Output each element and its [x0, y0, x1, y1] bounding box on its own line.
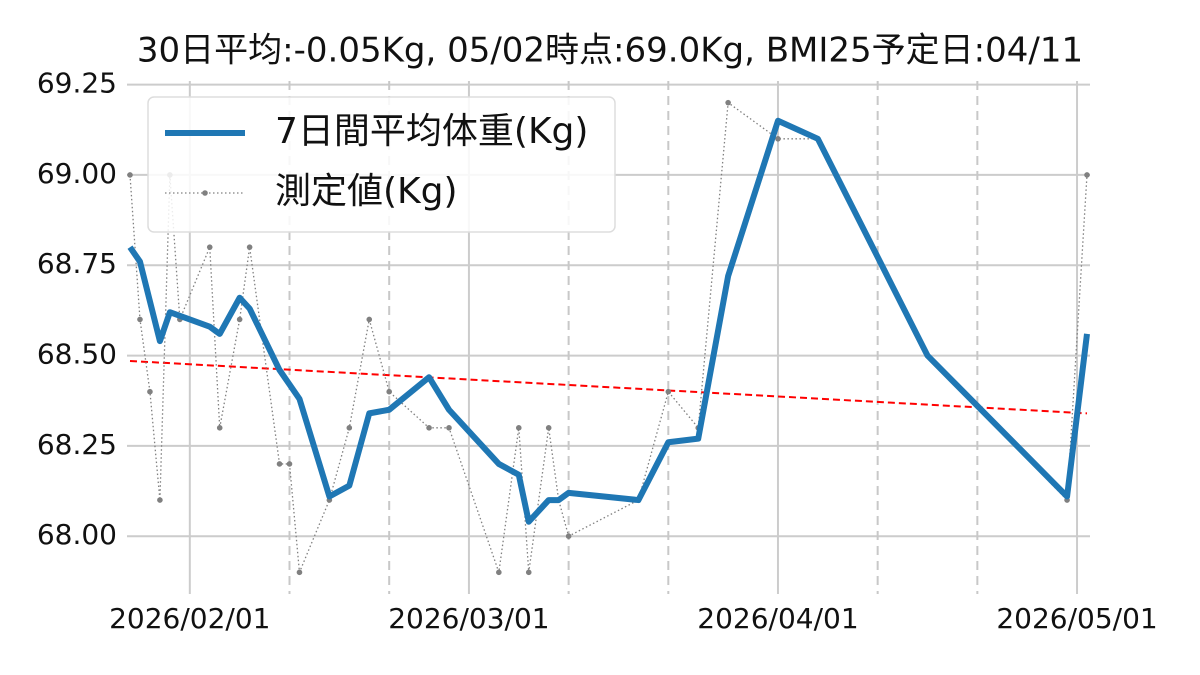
legend: 7日間平均体重(Kg) 測定値(Kg) — [147, 96, 616, 233]
measured-point — [525, 569, 532, 576]
x-tick-label: 2026/03/01 — [388, 602, 549, 635]
y-tick-label: 68.25 — [37, 428, 117, 461]
measured-point — [286, 461, 293, 467]
measured-point — [446, 425, 452, 431]
measured-point — [366, 316, 373, 323]
measured-point — [515, 425, 522, 431]
trend-line — [129, 359, 1088, 415]
y-tick-label: 69.25 — [37, 67, 117, 100]
y-tick-label: 69.00 — [37, 157, 117, 190]
measured-point — [665, 388, 672, 395]
measured-point — [236, 316, 243, 323]
measured-point — [246, 244, 253, 250]
legend-swatch-dot — [202, 190, 208, 196]
measured-point — [276, 461, 283, 467]
measured-point — [496, 569, 502, 576]
average-line — [127, 117, 1090, 525]
legend-box — [147, 96, 616, 233]
y-tick-label: 68.00 — [37, 518, 117, 551]
x-tick-label: 2026/05/01 — [996, 602, 1157, 635]
measured-point — [725, 99, 731, 106]
measured-point — [216, 425, 223, 431]
measured-point — [545, 425, 552, 431]
y-tick-label: 68.50 — [37, 338, 117, 371]
measured-point — [1084, 172, 1090, 178]
y-tick-label: 68.75 — [37, 247, 117, 280]
x-tick-label: 2026/02/01 — [109, 602, 270, 635]
chart-title: 30日平均:-0.05Kg, 05/02時点:69.0Kg, BMI25予定日:… — [137, 31, 1083, 71]
measured-point — [127, 172, 133, 178]
x-tick-label: 2026/04/01 — [697, 602, 858, 635]
measured-point — [157, 497, 163, 503]
measured-point — [565, 533, 572, 539]
legend-label: 測定値(Kg) — [275, 171, 458, 212]
measured-point — [386, 388, 392, 395]
measured-point — [426, 425, 432, 431]
measured-point — [296, 569, 303, 576]
measured-point — [206, 244, 213, 250]
legend-label: 7日間平均体重(Kg) — [275, 111, 588, 152]
measured-point — [137, 316, 143, 323]
measured-point — [346, 425, 353, 431]
measured-point — [147, 388, 153, 395]
measured-point — [775, 136, 781, 142]
